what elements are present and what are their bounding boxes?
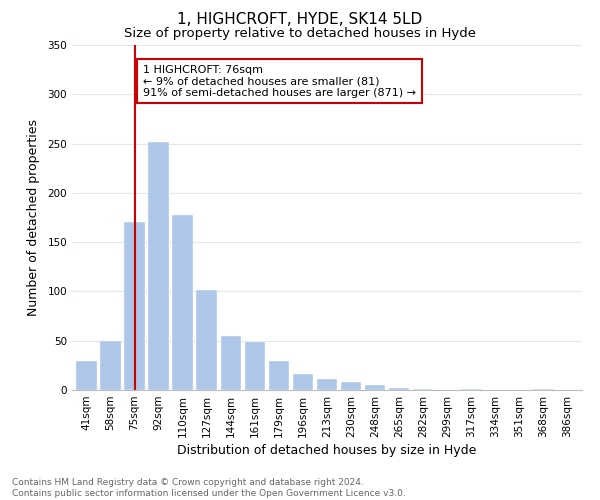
Bar [365,385,385,390]
Bar [196,290,217,390]
Bar [293,374,313,390]
Bar [341,382,361,390]
Bar [533,389,554,390]
Bar [124,222,145,390]
Text: Size of property relative to detached houses in Hyde: Size of property relative to detached ho… [124,28,476,40]
Bar [221,336,241,390]
X-axis label: Distribution of detached houses by size in Hyde: Distribution of detached houses by size … [178,444,476,457]
Bar [269,362,289,390]
Bar [461,389,482,390]
Bar [413,389,433,390]
Text: Contains HM Land Registry data © Crown copyright and database right 2024.
Contai: Contains HM Land Registry data © Crown c… [12,478,406,498]
Bar [389,388,409,390]
Bar [317,379,337,390]
Text: 1, HIGHCROFT, HYDE, SK14 5LD: 1, HIGHCROFT, HYDE, SK14 5LD [178,12,422,28]
Bar [76,362,97,390]
Y-axis label: Number of detached properties: Number of detached properties [28,119,40,316]
Text: 1 HIGHCROFT: 76sqm
← 9% of detached houses are smaller (81)
91% of semi-detached: 1 HIGHCROFT: 76sqm ← 9% of detached hous… [143,64,416,98]
Bar [100,340,121,390]
Bar [245,342,265,390]
Bar [148,142,169,390]
Bar [172,214,193,390]
